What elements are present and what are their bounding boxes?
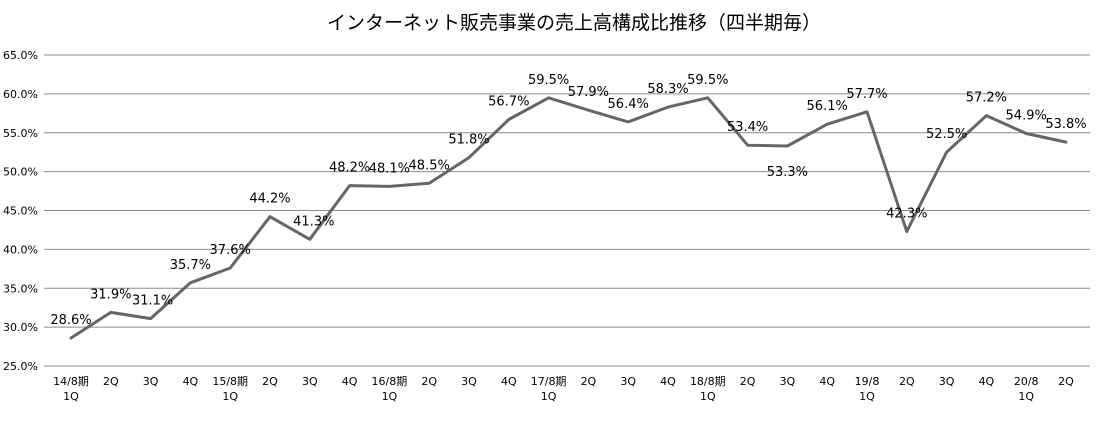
y-tick-label: 45.0%: [3, 205, 38, 218]
x-tick-label: 1Q: [222, 390, 238, 403]
data-label: 56.7%: [488, 95, 529, 110]
x-tick-label: 1Q: [700, 390, 716, 403]
y-tick-label: 25.0%: [3, 360, 38, 373]
x-tick-label: 4Q: [979, 375, 995, 388]
data-label: 59.5%: [528, 73, 569, 88]
data-label: 41.3%: [293, 214, 334, 229]
x-tick-label: 3Q: [939, 375, 955, 388]
y-tick-label: 40.0%: [3, 243, 38, 256]
y-tick-label: 50.0%: [3, 166, 38, 179]
data-labels: 28.6% 31.9% 31.1% 35.7%37.6% 44.2%41.3% 48.2%…: [50, 73, 1086, 328]
data-label: 42.3%: [886, 206, 927, 221]
x-tick-label: 2Q: [740, 375, 756, 388]
x-tick-label: 18/8期: [690, 375, 726, 388]
data-label: 48.5%: [409, 158, 450, 173]
data-label: 35.7%: [170, 258, 211, 273]
x-tick-label: 3Q: [461, 375, 477, 388]
series-layer: [69, 96, 1068, 340]
data-label: 48.1%: [369, 161, 410, 176]
x-tick-label: 4Q: [183, 375, 199, 388]
x-tick-label: 4Q: [501, 375, 517, 388]
chart-title: インターネット販売事業の売上高構成比推移（四半期毎）: [327, 12, 821, 34]
x-tick-label: 14/8期: [53, 375, 89, 388]
data-label: 37.6%: [210, 243, 251, 258]
data-label: 59.5%: [687, 73, 728, 88]
x-tick-label: 2Q: [421, 375, 437, 388]
x-tick-label: 1Q: [1018, 390, 1034, 403]
gridlines: [44, 54, 1090, 367]
data-label: 44.2%: [249, 192, 290, 207]
x-tick-label: 4Q: [342, 375, 358, 388]
data-label: 48.2%: [329, 161, 370, 176]
y-tick-label: 60.0%: [3, 88, 38, 101]
data-label: 53.4%: [727, 120, 768, 135]
x-axis: 14/8期 1Q 2Q 3Q 4Q 15/8期 1Q 2Q 3Q 4Q 16/8期 1Q 2Q 3Q 4Q 1…: [53, 375, 1074, 403]
data-label: 54.9%: [1006, 109, 1047, 124]
x-tick-label: 2Q: [581, 375, 597, 388]
x-tick-label: 17/8期: [531, 375, 567, 388]
y-tick-label: 35.0%: [3, 282, 38, 295]
data-label: 58.3%: [647, 82, 688, 97]
x-tick-label: 19/8: [855, 375, 880, 388]
y-tick-label: 55.0%: [3, 127, 38, 140]
x-tick-label: 2Q: [103, 375, 119, 388]
data-label: 57.2%: [966, 91, 1007, 106]
x-tick-label: 2Q: [899, 375, 915, 388]
x-tick-label: 3Q: [302, 375, 318, 388]
data-label: 53.8%: [1045, 117, 1086, 132]
y-axis: 25.0% 30.0% 35.0% 40.0% 45.0% 50.0% 55.0% 60.0%…: [3, 49, 38, 373]
data-label: 57.7%: [846, 87, 887, 102]
data-label: 31.9%: [90, 287, 131, 302]
x-tick-label: 4Q: [819, 375, 835, 388]
x-tick-label: 4Q: [660, 375, 676, 388]
x-tick-label: 1Q: [63, 390, 79, 403]
data-label: 51.8%: [448, 133, 489, 148]
series-line: [69, 96, 1068, 340]
x-tick-label: 1Q: [541, 390, 557, 403]
x-tick-label: 20/8: [1014, 375, 1039, 388]
data-label: 53.3%: [767, 165, 808, 180]
data-label: 52.5%: [926, 127, 967, 142]
data-label: 56.1%: [807, 99, 848, 114]
x-tick-label: 2Q: [1058, 375, 1074, 388]
data-label: 57.9%: [568, 85, 609, 100]
x-tick-label: 2Q: [262, 375, 278, 388]
x-tick-label: 15/8期: [212, 375, 248, 388]
data-label: 56.4%: [608, 97, 649, 112]
y-tick-label: 65.0%: [3, 49, 38, 62]
x-tick-label: 3Q: [143, 375, 159, 388]
x-tick-label: 1Q: [382, 390, 398, 403]
x-tick-label: 3Q: [780, 375, 796, 388]
x-tick-label: 3Q: [620, 375, 636, 388]
y-tick-label: 30.0%: [3, 321, 38, 334]
data-label: 28.6%: [50, 313, 91, 328]
data-label: 31.1%: [132, 294, 173, 309]
x-tick-label: 16/8期: [372, 375, 408, 388]
x-tick-label: 1Q: [859, 390, 875, 403]
